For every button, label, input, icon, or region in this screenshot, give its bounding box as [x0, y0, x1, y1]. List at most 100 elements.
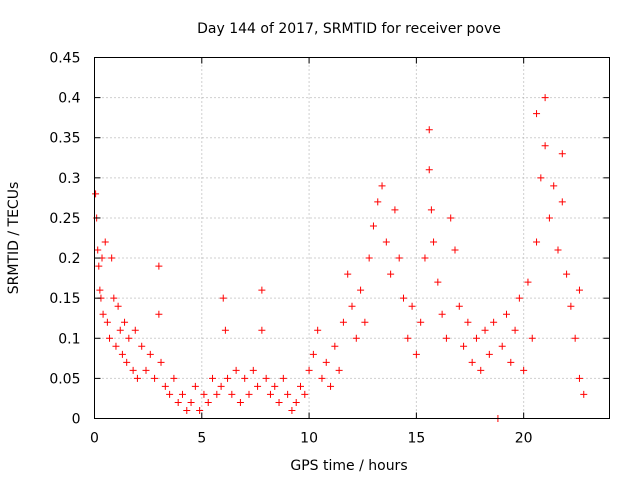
- data-point: [249, 366, 257, 374]
- data-point: [434, 278, 442, 286]
- axis-ticks: 0 0.05 0.1 0.15 0.2 0.25 0.3 0.35 0.4 0.45 0 5 10 15 2…: [49, 51, 610, 447]
- data-point: [275, 398, 283, 406]
- plot-frame: [94, 57, 610, 419]
- data-point: [528, 334, 536, 342]
- data-point: [545, 214, 553, 222]
- y-tick-label: 0.05: [49, 371, 80, 387]
- data-point: [438, 310, 446, 318]
- data-point: [558, 150, 566, 158]
- data-point: [213, 390, 221, 398]
- data-point: [183, 406, 191, 414]
- data-point: [404, 334, 412, 342]
- y-tick-label: 0.45: [49, 51, 80, 67]
- data-point: [481, 326, 489, 334]
- data-point: [123, 358, 131, 366]
- data-point: [133, 374, 141, 382]
- data-point: [575, 374, 583, 382]
- data-point: [108, 254, 116, 262]
- data-point: [101, 238, 109, 246]
- data-point: [524, 278, 532, 286]
- data-point: [485, 350, 493, 358]
- data-point: [258, 286, 266, 294]
- data-point: [258, 326, 266, 334]
- data-point: [114, 302, 122, 310]
- data-point: [129, 366, 137, 374]
- data-point: [204, 398, 212, 406]
- y-tick-label: 0.1: [58, 331, 80, 347]
- data-point: [580, 390, 588, 398]
- data-point: [241, 374, 249, 382]
- data-point: [472, 334, 480, 342]
- data-point: [352, 334, 360, 342]
- data-point: [116, 326, 124, 334]
- data-point: [318, 374, 326, 382]
- x-tick-label: 15: [407, 431, 425, 447]
- data-point: [477, 366, 485, 374]
- x-tick-label: 5: [197, 431, 206, 447]
- data-point: [262, 374, 270, 382]
- x-tick-label: 0: [90, 431, 99, 447]
- y-tick-label: 0.35: [49, 131, 80, 147]
- data-point: [271, 382, 279, 390]
- data-point: [219, 294, 227, 302]
- data-point: [455, 302, 463, 310]
- data-point: [288, 406, 296, 414]
- y-tick-label: 0.15: [49, 291, 80, 307]
- data-point: [541, 142, 549, 150]
- data-point: [451, 246, 459, 254]
- data-point: [412, 350, 420, 358]
- data-point: [520, 366, 528, 374]
- data-point: [94, 246, 102, 254]
- data-point: [191, 382, 199, 390]
- y-tick-label: 0.4: [58, 91, 80, 107]
- data-point: [344, 270, 352, 278]
- y-tick-label: 0.25: [49, 211, 80, 227]
- data-point: [178, 390, 186, 398]
- data-point: [554, 246, 562, 254]
- data-point: [95, 262, 103, 270]
- data-point: [558, 198, 566, 206]
- data-point: [369, 222, 377, 230]
- data-point: [537, 174, 545, 182]
- data-point: [96, 286, 104, 294]
- data-point: [400, 294, 407, 302]
- x-tick-label: 20: [515, 431, 533, 447]
- data-point: [339, 318, 347, 326]
- data-point: [131, 326, 139, 334]
- data-point: [464, 318, 472, 326]
- data-point: [322, 358, 330, 366]
- data-point: [425, 166, 433, 174]
- data-point: [196, 406, 204, 414]
- data-point: [228, 390, 236, 398]
- data-point: [200, 390, 208, 398]
- data-point: [427, 206, 435, 214]
- chart-title: Day 144 of 2017, SRMTID for receiver pov…: [197, 21, 501, 37]
- data-point: [314, 326, 322, 334]
- data-point: [279, 374, 287, 382]
- y-axis-label: SRMTID / TECUs: [6, 182, 22, 295]
- data-point: [374, 198, 382, 206]
- data-point: [254, 382, 262, 390]
- data-point: [421, 254, 429, 262]
- data-point: [387, 270, 395, 278]
- data-point: [161, 382, 169, 390]
- data-point: [174, 398, 182, 406]
- data-point: [391, 206, 399, 214]
- data-point: [112, 342, 120, 350]
- data-point: [563, 270, 571, 278]
- data-point: [442, 334, 450, 342]
- data-point: [236, 398, 244, 406]
- data-point: [297, 382, 304, 390]
- data-point: [511, 326, 519, 334]
- data-point: [305, 366, 313, 374]
- data-point: [309, 350, 317, 358]
- y-tick-label: 0.2: [58, 251, 80, 267]
- data-point: [447, 214, 455, 222]
- data-point: [382, 238, 390, 246]
- data-point: [266, 390, 274, 398]
- data-point: [92, 190, 100, 198]
- data-point: [361, 318, 369, 326]
- data-point: [430, 238, 438, 246]
- data-point: [125, 334, 133, 342]
